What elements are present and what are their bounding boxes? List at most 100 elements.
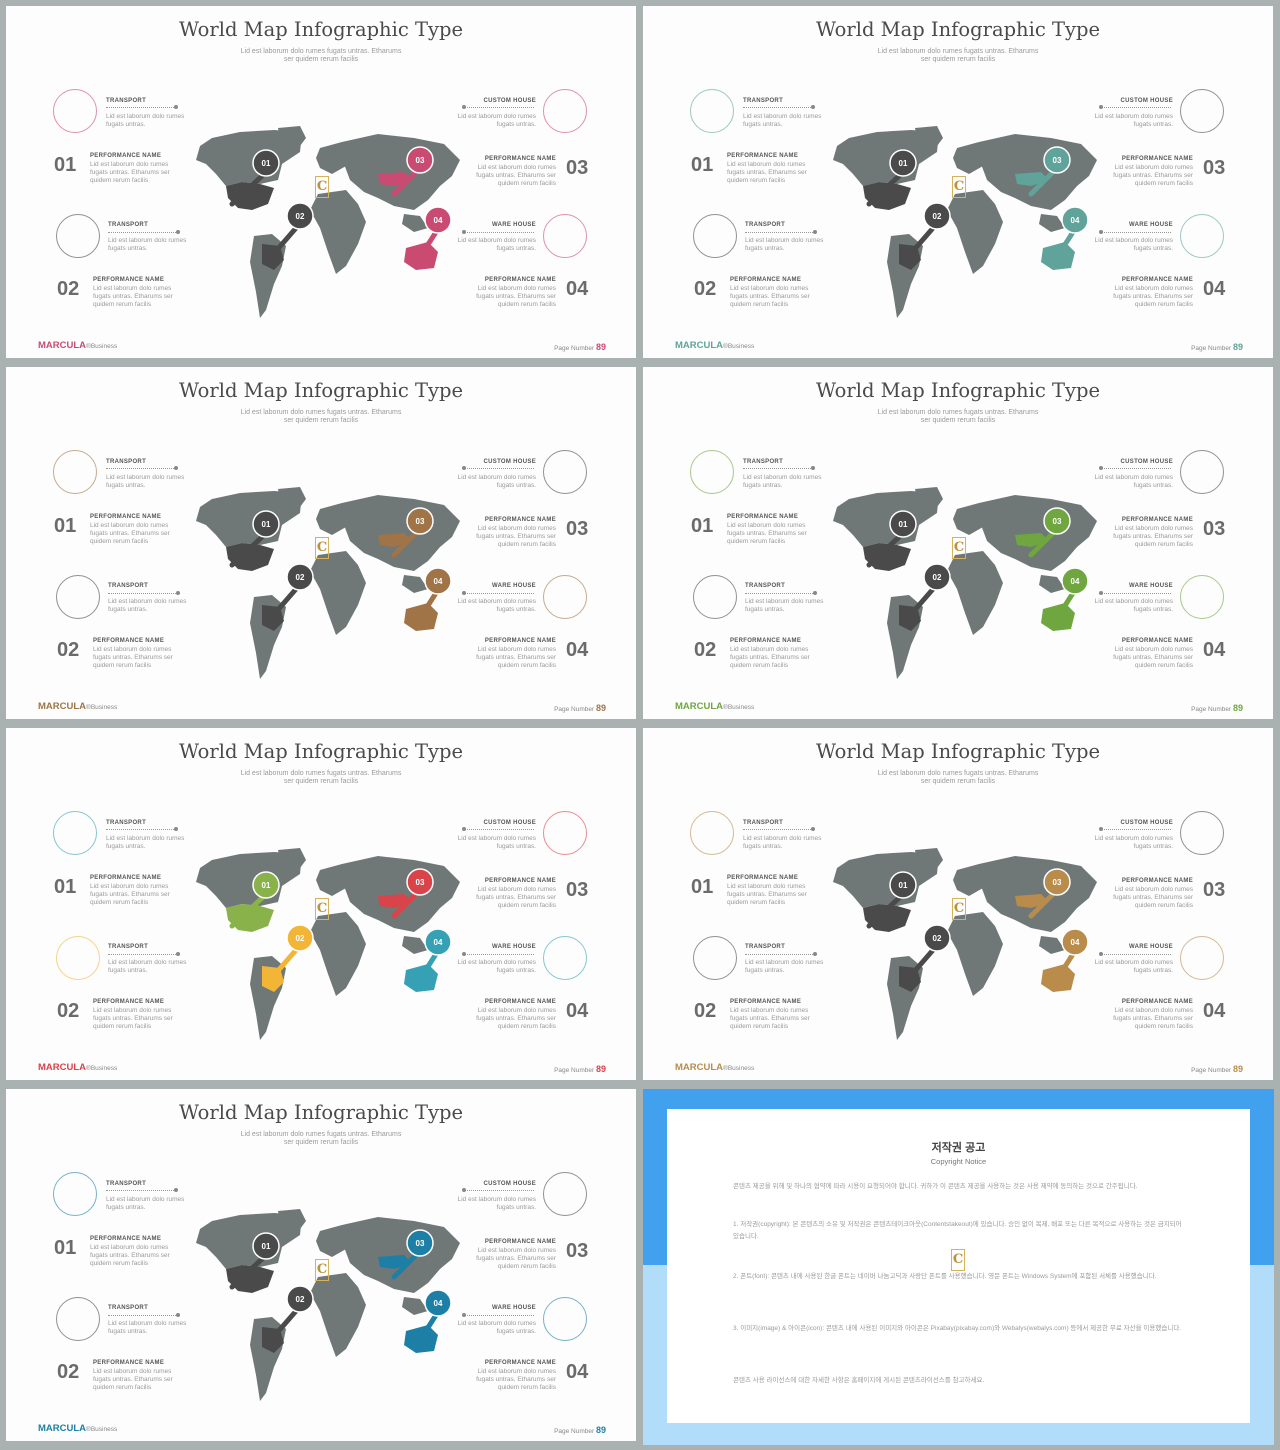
subtitle-line: ser quidem rerum facilis [920,778,996,785]
transport-text: Lid est laborum dolo rumes fugats untras. [108,959,187,974]
pin-04[interactable]: 04 [419,928,452,979]
ring-transport-bottom [56,1297,100,1341]
perf-text: Lid est laborum dolo rumes fugats untras.… [90,883,170,906]
pin-02[interactable]: 02 [904,563,951,622]
ring-ware-house [543,936,587,980]
perf-text: Lid est laborum dolo rumes fugats untras.… [730,646,810,669]
perf-label: PERFORMANCE NAME [93,638,165,644]
pin-02[interactable]: 02 [267,563,314,622]
pin-03[interactable]: 03 [391,146,434,197]
number-04: 04 [1203,1000,1226,1022]
pin-02[interactable]: 02 [904,924,951,983]
connector-line [1099,952,1171,956]
africa-region [310,551,366,635]
connector-line [462,591,534,595]
notice-card: 저작권 공고 Copyright Notice 콘텐츠 제공을 위해 및 하나의… [667,1109,1250,1423]
africa-region [310,1273,366,1357]
connector-line [108,230,180,234]
africa-region [947,551,1003,635]
custom-house-label: CUSTOM HOUSE [483,98,536,104]
custom-house-text: Lid est laborum dolo rumes fugats untras. [457,1196,536,1211]
transport-label: TRANSPORT [743,98,784,104]
pin-01-label: 01 [262,881,271,890]
transport-text: Lid est laborum dolo rumes fugats untras. [106,474,185,489]
slide-variant-4[interactable]: World Map Infographic Type Lid est labor… [643,367,1273,719]
pin-03[interactable]: 03 [391,868,434,919]
ring-transport-top [690,450,734,494]
southeast-asia-region [402,936,428,954]
southeast-asia-region [402,575,428,593]
page-number: Page Number 89 [554,342,606,352]
slide-title: World Map Infographic Type [178,740,464,763]
slide-variant-3[interactable]: World Map Infographic Type Lid est labor… [6,367,636,719]
pin-02[interactable]: 02 [267,1285,314,1344]
perf-text: Lid est laborum dolo rumes fugats untras.… [93,646,173,669]
perf-text: Lid est laborum dolo rumes fugats untras.… [727,883,807,906]
pin-04[interactable]: 04 [1056,206,1089,257]
custom-house-label: CUSTOM HOUSE [483,1181,536,1187]
perf-label: PERFORMANCE NAME [1121,878,1193,884]
ring-ware-house [1180,214,1224,258]
slide-variant-5[interactable]: World Map Infographic Type Lid est labor… [6,728,636,1080]
number-03: 03 [566,157,589,179]
pin-02[interactable]: 02 [267,202,314,261]
world-map: 01 02 03 04 [833,487,1097,679]
transport-text: Lid est laborum dolo rumes fugats untras. [745,598,824,613]
brand-logo: MARCULA®Business [38,1423,118,1434]
pin-03[interactable]: 03 [391,1229,434,1280]
pin-03[interactable]: 03 [391,507,434,558]
connector-line [462,1188,534,1192]
number-01: 01 [54,1237,77,1259]
perf-text: Lid est laborum dolo rumes fugats untras.… [727,161,807,184]
slide-variant-2[interactable]: World Map Infographic Type Lid est labor… [643,6,1273,358]
pin-04[interactable]: 04 [419,567,452,618]
pin-04[interactable]: 04 [1056,928,1089,979]
number-03: 03 [1203,518,1226,540]
pin-01[interactable]: 01 [229,871,280,929]
perf-text: Lid est laborum dolo rumes fugats untras.… [476,646,556,669]
connector-line [1099,827,1171,831]
transport-text: Lid est laborum dolo rumes fugats untras. [108,237,187,252]
pin-03[interactable]: 03 [1028,507,1071,558]
slide-variant-1[interactable]: World Map Infographic Type Lid est labor… [6,6,636,358]
notice-item-font: 2. 폰트(font): 콘텐츠 내에 사용된 한글 폰트는 네이버 나눔고딕과… [733,1273,1157,1280]
pin-03-label: 03 [1053,878,1062,887]
ware-house-label: WARE HOUSE [1128,222,1173,228]
usa-region [863,904,911,932]
slide-variant-7[interactable]: World Map Infographic Type Lid est labor… [6,1089,636,1441]
pin-04[interactable]: 04 [1056,567,1089,618]
connector-line [462,230,534,234]
slide-variant-6[interactable]: World Map Infographic Type Lid est labor… [643,728,1273,1080]
pin-01[interactable]: 01 [866,871,917,929]
brand-logo: MARCULA®Business [38,701,118,712]
number-02: 02 [57,639,80,661]
logo-mark-icon: C [952,176,966,198]
pin-02[interactable]: 02 [267,924,314,983]
pin-01[interactable]: 01 [229,149,280,207]
pin-01[interactable]: 01 [229,510,280,568]
pin-01[interactable]: 01 [866,149,917,207]
ring-ware-house [543,575,587,619]
pin-04[interactable]: 04 [419,206,452,257]
pin-04[interactable]: 04 [419,1289,452,1340]
pin-03[interactable]: 03 [1028,146,1071,197]
pin-03[interactable]: 03 [1028,868,1071,919]
number-01: 01 [54,515,77,537]
world-map: 01 02 03 04 [196,848,460,1040]
number-01: 01 [691,154,714,176]
pin-01[interactable]: 01 [229,1232,280,1290]
perf-text: Lid est laborum dolo rumes fugats untras.… [1113,886,1193,909]
pin-02[interactable]: 02 [904,202,951,261]
ware-house-label: WARE HOUSE [1128,583,1173,589]
slide-subtitle: Lid est laborum dolo rumes fugats untras… [643,409,1273,425]
transport-label: TRANSPORT [106,98,147,104]
ware-house-label: WARE HOUSE [491,944,536,950]
slide-subtitle: Lid est laborum dolo rumes fugats untras… [6,409,636,425]
logo-mark-icon: C [951,1249,965,1271]
perf-label: PERFORMANCE NAME [484,1360,556,1366]
custom-house-label: CUSTOM HOUSE [1120,98,1173,104]
asia-region [979,856,1097,932]
pin-01-label: 01 [262,1242,271,1251]
pin-01[interactable]: 01 [866,510,917,568]
perf-label: PERFORMANCE NAME [484,517,556,523]
